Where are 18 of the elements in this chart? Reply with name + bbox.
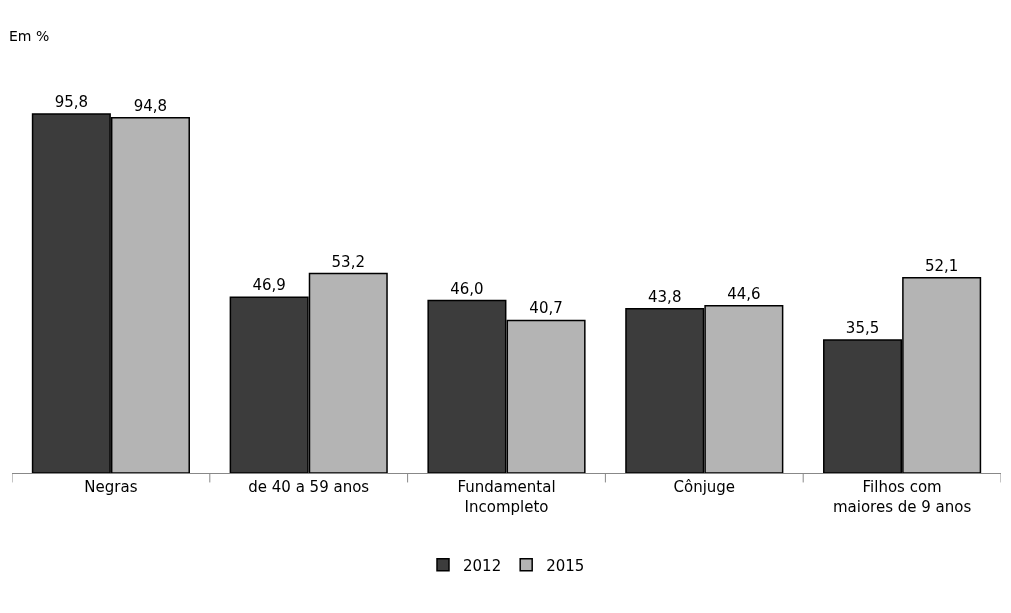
- data-label: 53,2: [331, 252, 365, 271]
- data-label: 35,5: [845, 318, 880, 337]
- data-label: 46,9: [252, 276, 286, 295]
- legend-label: 2015: [546, 556, 585, 575]
- y-axis-title: Em %: [9, 28, 50, 44]
- x-tick-label: Negras: [84, 478, 138, 496]
- data-label: 94,8: [133, 96, 168, 115]
- x-tick-label: Cônjuge: [673, 478, 736, 496]
- data-label: 43,8: [648, 287, 682, 306]
- legend-label: 2012: [463, 556, 502, 575]
- data-label: 46,0: [450, 279, 484, 298]
- x-tick-label: Fundamental Incompleto: [457, 478, 556, 516]
- data-label: 44,6: [727, 284, 761, 303]
- data-label: 52,1: [924, 256, 959, 275]
- data-label: 40,7: [529, 299, 563, 318]
- x-tick-label: de 40 a 59 anos: [248, 478, 370, 496]
- x-tick-label: Filhos com maiores de 9 anos: [832, 478, 972, 516]
- data-label: 95,8: [54, 92, 89, 111]
